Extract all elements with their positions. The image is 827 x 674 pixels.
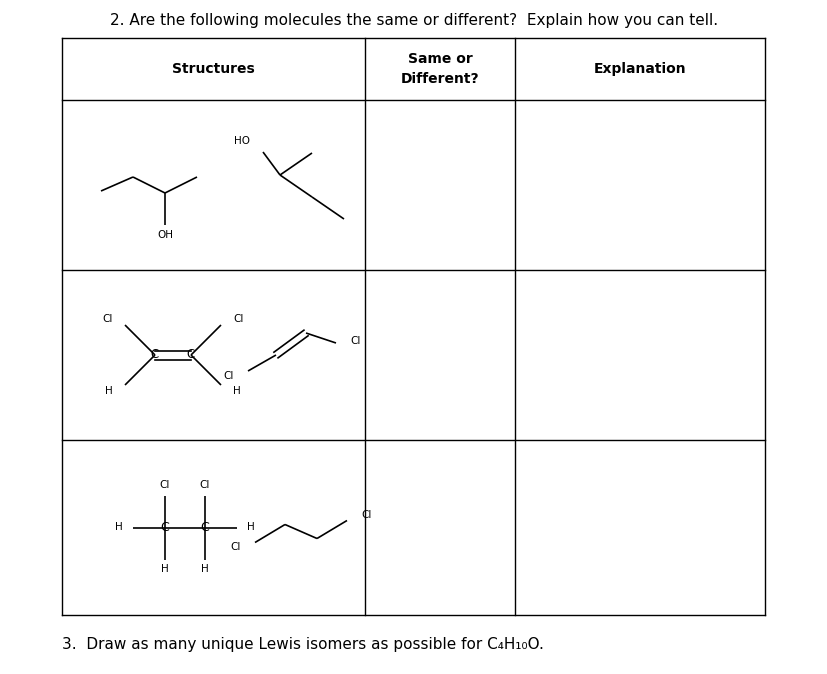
Text: Cl: Cl	[199, 481, 210, 491]
Text: C: C	[151, 348, 159, 361]
Text: C: C	[160, 521, 170, 534]
Text: 2. Are the following molecules the same or different?  Explain how you can tell.: 2. Are the following molecules the same …	[110, 13, 717, 28]
Text: H: H	[201, 565, 208, 574]
Text: H: H	[161, 565, 169, 574]
Text: H: H	[246, 522, 255, 532]
Text: C: C	[200, 521, 209, 534]
Text: Cl: Cl	[231, 543, 241, 553]
Text: Cl: Cl	[232, 314, 243, 324]
Text: HO: HO	[234, 136, 250, 146]
Text: Explanation: Explanation	[593, 62, 686, 76]
Text: Cl: Cl	[361, 510, 371, 520]
Text: OH: OH	[157, 230, 173, 240]
Text: 3.  Draw as many unique Lewis isomers as possible for C₄H₁₀O.: 3. Draw as many unique Lewis isomers as …	[62, 636, 543, 652]
Text: Cl: Cl	[103, 314, 112, 324]
Text: Cl: Cl	[350, 336, 360, 346]
Text: H: H	[105, 386, 112, 396]
Text: Cl: Cl	[160, 481, 170, 491]
Text: H: H	[115, 522, 123, 532]
Text: Cl: Cl	[223, 371, 234, 381]
Text: Structures: Structures	[172, 62, 255, 76]
Text: H: H	[232, 386, 241, 396]
Text: Same or
Different?: Same or Different?	[400, 53, 479, 86]
Text: C: C	[187, 348, 195, 361]
